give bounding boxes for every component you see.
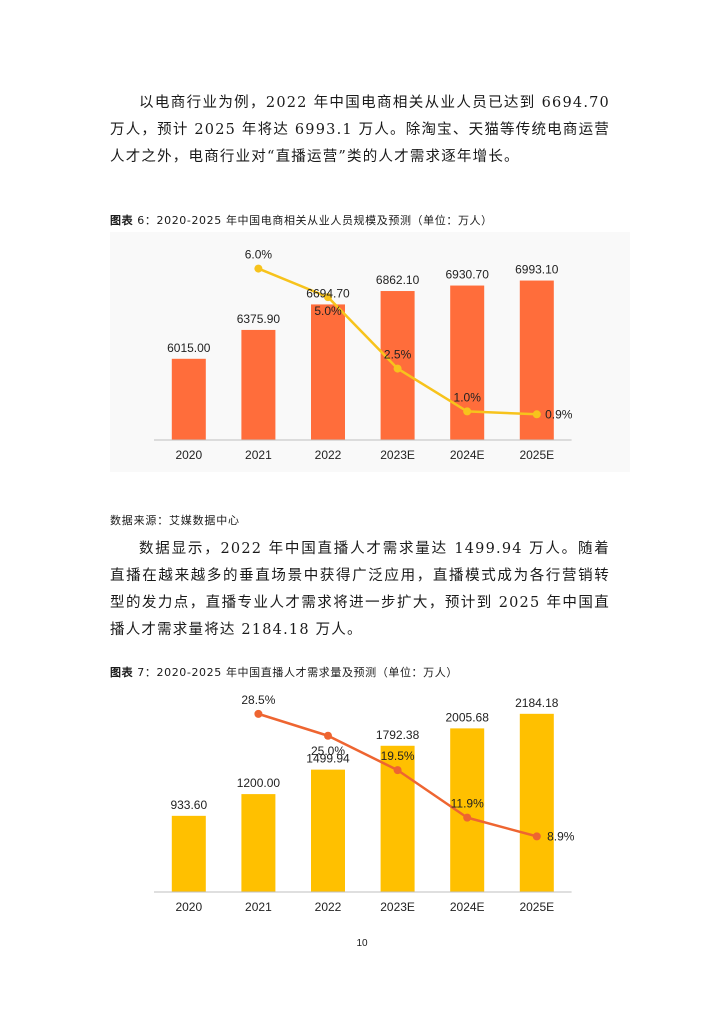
bar-value-label: 2005.68 (446, 710, 490, 724)
growth-point (254, 264, 263, 273)
growth-point (532, 410, 541, 419)
growth-rate-label: 2.5% (384, 348, 412, 362)
growth-rate-label: 1.0% (454, 390, 482, 404)
bar (241, 794, 276, 892)
bar (311, 769, 345, 892)
growth-rate-label: 5.0% (314, 304, 342, 318)
x-tick-label: 2023E (380, 448, 415, 462)
growth-rate-label: 11.9% (451, 797, 484, 811)
chart-6-caption: 图表 6：2020-2025 年中国电商相关从业人员规模及预测（单位：万人） (110, 212, 493, 228)
chart-livestream-svg: 2020 2021 2022 2023E 2024E 2025E 933.60 1200.00… (154, 693, 575, 914)
x-tick-label: 2025E (519, 900, 554, 914)
bar-value-label: 6694.70 (306, 286, 350, 300)
bar-value-label: 1200.00 (237, 776, 281, 790)
bar-value-label: 6015.00 (167, 341, 211, 355)
x-tick-label: 2021 (245, 900, 272, 914)
chart-7-caption: 图表 7：2020-2025 年中国直播人才需求量及预测（单位：万人） (110, 664, 458, 680)
x-tick-label: 2022 (315, 900, 342, 914)
bar-value-label: 933.60 (170, 798, 207, 812)
x-tick-label: 2024E (450, 448, 485, 462)
bar (241, 329, 276, 440)
x-tick-label: 2023E (380, 900, 415, 914)
caption-text: 7：2020-2025 年中国直播人才需求量及预测（单位：万人） (133, 666, 458, 679)
caption-text: 6：2020-2025 年中国电商相关从业人员规模及预测（单位：万人） (133, 214, 493, 227)
bar-value-label: 6993.10 (515, 263, 559, 277)
x-tick-label: 2022 (315, 448, 342, 462)
growth-point (393, 364, 402, 373)
bar-value-label: 1792.38 (376, 728, 420, 742)
bar-value-label: 1499.94 (306, 752, 350, 766)
growth-rate-label: 0.9% (545, 407, 573, 421)
growth-point (324, 731, 332, 740)
data-source: 数据来源：艾媒数据中心 (110, 514, 240, 527)
chart-livestream-demand: 2020 2021 2022 2023E 2024E 2025E 933.60 1200.00… (110, 684, 630, 924)
growth-rate-label: 8.9% (547, 829, 575, 843)
growth-point (393, 766, 402, 775)
growth-rate-label: 19.5% (381, 749, 415, 763)
bar-value-label: 2184.18 (515, 696, 559, 710)
chart-ecommerce-employees: 2020 2021 2022 2023E 2024E 2025E 6015.00 6375.9… (110, 232, 630, 472)
x-tick-label: 2021 (245, 448, 272, 462)
x-tick-label: 2020 (175, 448, 202, 462)
growth-point (463, 407, 472, 416)
growth-rate-label: 6.0% (245, 248, 273, 262)
growth-point (463, 813, 472, 822)
bar-value-label: 6930.70 (446, 268, 490, 282)
bar (171, 815, 206, 892)
growth-point (254, 709, 263, 718)
x-tick-label: 2024E (450, 900, 485, 914)
bar (171, 358, 206, 440)
bar (311, 304, 345, 440)
bar-value-label: 6862.10 (376, 273, 420, 287)
page-number: 10 (356, 938, 368, 949)
bar (519, 713, 554, 892)
growth-rate-label: 25.0% (311, 744, 345, 758)
growth-point (532, 832, 541, 841)
bar (450, 285, 485, 440)
bar-value-label: 6375.90 (237, 312, 281, 326)
caption-lead: 图表 (110, 666, 134, 679)
caption-lead: 图表 (110, 214, 134, 227)
paragraph-ecommerce: 以电商行业为例，2022 年中国电商相关从业人员已达到 6694.70 万人，预… (110, 95, 610, 165)
x-tick-label: 2025E (519, 448, 554, 462)
x-tick-label: 2020 (175, 900, 202, 914)
paragraph-livestream: 数据显示，2022 年中国直播人才需求量达 1499.94 万人。随着直播在越来… (110, 541, 610, 638)
growth-point (324, 293, 332, 302)
growth-rate-label: 28.5% (241, 693, 275, 707)
chart-ecommerce-svg: 2020 2021 2022 2023E 2024E 2025E 6015.00 6375.9… (154, 248, 573, 462)
